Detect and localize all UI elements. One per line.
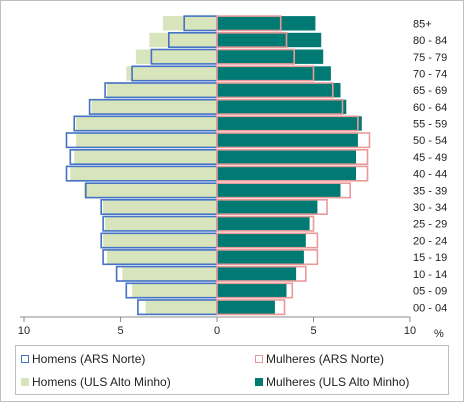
x-tick-label: 5: [310, 325, 316, 337]
bar-homens-uls-alto-minho--2: [122, 266, 217, 281]
category-label: 65 - 69: [413, 85, 447, 97]
bar-mulheres-uls-alto-minho--3: [217, 249, 304, 265]
bar-mulheres-uls-alto-minho--0: [217, 300, 275, 315]
bar-mulheres-uls-alto-minho--5: [217, 216, 310, 231]
bar-homens-uls-alto-minho--16: [149, 32, 217, 48]
bar-homens-uls-alto-minho--17: [163, 16, 217, 31]
bar-mulheres-ars-norte--5: [216, 215, 315, 232]
legend-swatch: [255, 378, 263, 386]
bar-homens-uls-alto-minho--12: [91, 99, 217, 115]
category-label: 40 - 44: [413, 169, 447, 181]
category-label: 05 - 09: [413, 286, 447, 298]
bar-mulheres-ars-norte--12: [216, 98, 344, 115]
bar-mulheres-uls-alto-minho--15: [217, 49, 324, 64]
bar-mulheres-ars-norte--8: [216, 165, 369, 182]
legend-label: Homens (ARS Norte): [32, 352, 146, 366]
x-axis-unit-label: %: [434, 328, 444, 340]
bar-mulheres-uls-alto-minho--11: [217, 116, 362, 131]
bar-mulheres-ars-norte--4: [216, 232, 319, 249]
chart-legend: Homens (ARS Norte) Mulheres (ARS Norte) Ho…: [15, 345, 449, 395]
bar-homens-uls-alto-minho--5: [105, 216, 217, 231]
bar-homens-uls-alto-minho--9: [74, 149, 217, 165]
bar-mulheres-uls-alto-minho--6: [217, 199, 318, 215]
bar-mulheres-ars-norte--3: [216, 249, 319, 266]
legend-item: Homens (ULS Alto Minho): [21, 375, 171, 389]
bar-mulheres-uls-alto-minho--4: [217, 233, 306, 248]
x-tick-label: 10: [404, 325, 416, 337]
category-label: 20 - 24: [413, 235, 447, 247]
bar-homens-uls-alto-minho--4: [103, 233, 217, 248]
category-label: 50 - 54: [413, 135, 447, 147]
bar-mulheres-ars-norte--2: [216, 265, 307, 282]
category-label: 85+: [413, 18, 432, 30]
bar-mulheres-uls-alto-minho--10: [217, 133, 358, 148]
legend-label: Homens (ULS Alto Minho): [32, 375, 171, 389]
legend-swatch: [21, 355, 29, 363]
category-label: 70 - 74: [413, 68, 447, 80]
bar-homens-uls-alto-minho--13: [107, 83, 217, 98]
bar-homens-uls-alto-minho--15: [135, 49, 217, 64]
bar-homens-uls-alto-minho--10: [76, 133, 217, 148]
bar-mulheres-uls-alto-minho--2: [217, 266, 297, 281]
bar-homens-uls-alto-minho--7: [83, 183, 217, 198]
category-label: 45 - 49: [413, 152, 447, 164]
x-tick-label: 10: [18, 325, 30, 337]
category-label: 55 - 59: [413, 119, 447, 131]
bar-mulheres-uls-alto-minho--7: [217, 183, 341, 198]
x-tick-label: 0: [214, 325, 220, 337]
x-tick-label: 5: [117, 325, 123, 337]
category-label: 75 - 79: [413, 52, 447, 64]
category-label: 15 - 19: [413, 252, 447, 264]
bar-mulheres-ars-norte--0: [216, 299, 286, 316]
bar-mulheres-ars-norte--6: [216, 199, 328, 216]
category-label: 80 - 84: [413, 35, 447, 47]
bar-mulheres-uls-alto-minho--13: [217, 83, 341, 98]
category-label: 00 - 04: [413, 302, 447, 314]
legend-item: Homens (ARS Norte): [21, 352, 145, 366]
legend-swatch: [255, 355, 263, 363]
category-label: 60 - 64: [413, 102, 447, 114]
bar-mulheres-ars-norte--10: [216, 132, 371, 149]
bar-homens-uls-alto-minho--6: [103, 199, 217, 215]
legend-swatch: [21, 378, 29, 386]
bar-homens-uls-alto-minho--0: [145, 300, 217, 315]
bar-mulheres-ars-norte--9: [216, 149, 369, 166]
bar-mulheres-ars-norte--13: [216, 82, 334, 99]
bar-mulheres-uls-alto-minho--9: [217, 149, 356, 165]
category-label: 30 - 34: [413, 202, 447, 214]
bar-homens-uls-alto-minho--3: [107, 249, 217, 265]
bar-homens-uls-alto-minho--8: [70, 166, 217, 181]
bar-mulheres-uls-alto-minho--12: [217, 99, 347, 115]
bar-mulheres-ars-norte--11: [216, 115, 359, 132]
bar-mulheres-ars-norte--7: [216, 182, 351, 199]
bar-mulheres-ars-norte--16: [216, 31, 288, 48]
bar-mulheres-uls-alto-minho--17: [217, 16, 316, 31]
category-label: 10 - 14: [413, 269, 447, 281]
bar-mulheres-uls-alto-minho--14: [217, 66, 331, 81]
legend-label: Mulheres (ARS Norte): [266, 352, 385, 366]
bar-mulheres-uls-alto-minho--1: [217, 283, 287, 298]
bar-mulheres-ars-norte--1: [216, 282, 294, 299]
bar-mulheres-ars-norte--14: [216, 65, 315, 82]
bar-mulheres-uls-alto-minho--8: [217, 166, 356, 181]
legend-item: Mulheres (ARS Norte): [255, 352, 384, 366]
bar-homens-uls-alto-minho--11: [76, 116, 217, 131]
bar-homens-uls-alto-minho--1: [132, 283, 217, 298]
legend-item: Mulheres (ULS Alto Minho): [255, 375, 409, 389]
bar-mulheres-uls-alto-minho--16: [217, 32, 322, 48]
bar-mulheres-ars-norte--17: [216, 15, 282, 32]
bar-homens-uls-alto-minho--14: [126, 66, 217, 81]
category-label: 25 - 29: [413, 219, 447, 231]
category-label: 35 - 39: [413, 185, 447, 197]
bar-mulheres-ars-norte--15: [216, 48, 295, 65]
legend-label: Mulheres (ULS Alto Minho): [266, 375, 410, 389]
